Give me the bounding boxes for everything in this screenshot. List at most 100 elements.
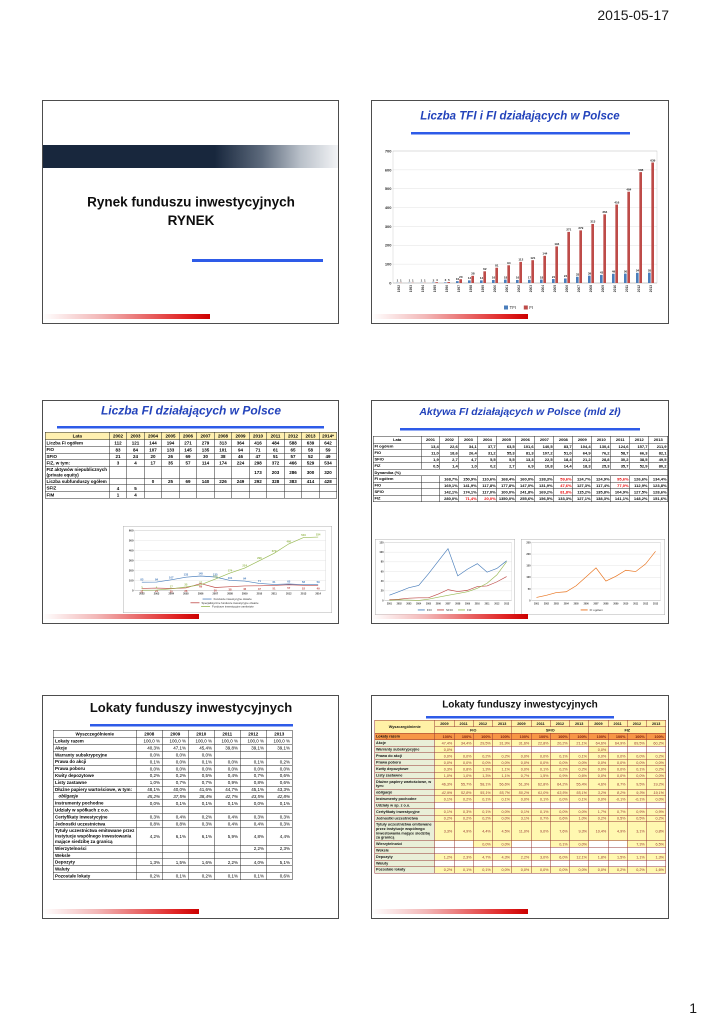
svg-text:62: 62 [483, 267, 487, 271]
svg-text:2009: 2009 [242, 593, 248, 596]
table-cell: 9,0% [530, 821, 551, 842]
table-cell [144, 466, 162, 479]
svg-text:107: 107 [169, 575, 174, 579]
table-cell [188, 865, 215, 873]
table-cell [179, 484, 197, 492]
table-cell [214, 491, 232, 499]
table-cell [161, 466, 180, 479]
table-cell: 0,0% [266, 765, 293, 773]
svg-text:400: 400 [129, 548, 134, 552]
table-cell: 114 [196, 459, 215, 467]
table-cell: 0,0% [214, 758, 241, 766]
row-label: Depozyty [374, 853, 435, 861]
svg-text:2009: 2009 [601, 285, 605, 292]
svg-text:466: 466 [286, 539, 291, 543]
svg-text:500: 500 [129, 538, 134, 542]
svg-text:35: 35 [184, 583, 188, 587]
table-cell: 4 [109, 484, 127, 492]
deposits-table: Wyszczególnienie 2008 2009 2010 2011 2012 2013… [53, 730, 293, 880]
table-cell: 148,2% [629, 495, 649, 502]
svg-text:200: 200 [385, 243, 392, 248]
svg-text:100: 100 [385, 262, 392, 267]
svg-text:224: 224 [242, 564, 247, 568]
svg-text:500: 500 [385, 186, 392, 191]
svg-text:2010: 2010 [623, 603, 629, 605]
table-cell: 20 [144, 452, 162, 461]
table-cell [136, 844, 163, 853]
svg-text:1: 1 [409, 279, 411, 283]
table-cell [266, 484, 285, 492]
slide-4-fi-assets: Aktywa FI działających w Polsce (mld zł)… [371, 400, 669, 624]
svg-text:Fundusze inwestycyjne zamknięt: Fundusze inwestycyjne zamknięte [212, 605, 254, 609]
table-cell: 364 [231, 439, 250, 447]
table-cell: 45,2% [136, 792, 163, 801]
table-cell: 0,6% [266, 778, 293, 787]
table-cell: 100,0 % [162, 737, 189, 745]
table-row: Wierzytelności 2,2% 2,3% [53, 844, 293, 853]
table-cell: 151,6% [648, 495, 668, 502]
table-row: Instrumenty pochodne 0,1% 0,2% 0,1% 0,1% 0,0%… [374, 795, 666, 803]
svg-text:39: 39 [588, 271, 592, 275]
table-cell: 0,7% [188, 778, 215, 787]
svg-text:588: 588 [638, 168, 643, 172]
table-cell: 5,9% [214, 827, 241, 846]
table-cell: 25 [161, 478, 180, 486]
table-cell: 484 [266, 439, 285, 447]
table-cell: 0,3% [136, 813, 163, 821]
svg-text:145: 145 [198, 572, 203, 576]
table-row: SFIO 1,9 2,7 4,7 5,5 5,5 13,3 22,5 18,4 21,2 28,8 3… [373, 456, 668, 463]
svg-text:2005: 2005 [183, 593, 189, 596]
table-cell [188, 851, 215, 860]
table-cell [136, 851, 163, 860]
row-label: Tytuły uczestnictwa emitowane przez inst… [374, 821, 435, 842]
row-label: Prawa do akcji [53, 758, 137, 766]
table-cell: 26 [161, 452, 180, 461]
footer-accent-bar [43, 614, 199, 619]
svg-text:21: 21 [552, 275, 556, 279]
table-cell: 4,9% [453, 821, 474, 842]
table-row: Certyfikaty inwestycyjne 0,3% 0,4% 0,2% 0,4%… [53, 813, 293, 821]
table-cell: 83 [109, 446, 127, 454]
svg-text:2012: 2012 [494, 603, 500, 605]
table-cell: 0,5% [188, 771, 215, 780]
table-cell [179, 491, 197, 499]
column-header: 2006 [515, 436, 536, 444]
table-cell: 0,0% [214, 765, 241, 773]
table-row: Certyfikaty inwestycyjne 0,1% 0,3% 0,1% 0,0%… [374, 808, 666, 816]
svg-text:57: 57 [287, 586, 291, 590]
svg-text:40: 40 [381, 580, 384, 583]
footer-accent-bar [372, 314, 528, 319]
svg-text:2001: 2001 [505, 285, 509, 292]
svg-text:38: 38 [228, 588, 232, 592]
column-header: 2004 [477, 436, 498, 444]
table-row: Tytuły uczestnictwa emitowane przez inst… [374, 821, 666, 842]
svg-text:2005: 2005 [574, 603, 580, 605]
table-cell: 0,1% [188, 799, 215, 807]
row-label: Weksle [53, 851, 137, 860]
table-cell [319, 484, 337, 492]
slide-title: Liczba FI działających w Polsce [100, 404, 282, 418]
table-cell: 133 [161, 446, 180, 454]
svg-text:135: 135 [213, 573, 218, 577]
table-cell: 0,3% [266, 820, 293, 828]
svg-text:2003: 2003 [406, 603, 412, 605]
table-cell: 10,4% [588, 821, 609, 842]
column-header: 2011 [266, 432, 285, 440]
table-row: Prawa do akcji 0,0% 0,0% 0,2% 0,2% 0,0% 0,0% 0,… [374, 752, 666, 760]
slide-3-fi-count-table: Liczba FI działających w Polsce Lata 2002… [42, 400, 339, 624]
table-cell: 383 [284, 478, 302, 486]
svg-text:80: 80 [381, 561, 384, 564]
svg-text:60: 60 [381, 570, 384, 573]
table-cell: 300 [301, 466, 320, 479]
table-cell: 0,0% [646, 795, 666, 803]
svg-text:600: 600 [129, 528, 134, 532]
row-label: Pozostałe lokaty [374, 866, 435, 874]
table-cell: 101 [214, 446, 232, 454]
table-cell: 7,6% [550, 821, 570, 842]
table-cell [109, 478, 127, 486]
table-cell: 0,3% [240, 813, 267, 821]
svg-text:2013: 2013 [649, 285, 653, 292]
table-cell [196, 484, 215, 492]
row-label: FIM [45, 491, 110, 499]
